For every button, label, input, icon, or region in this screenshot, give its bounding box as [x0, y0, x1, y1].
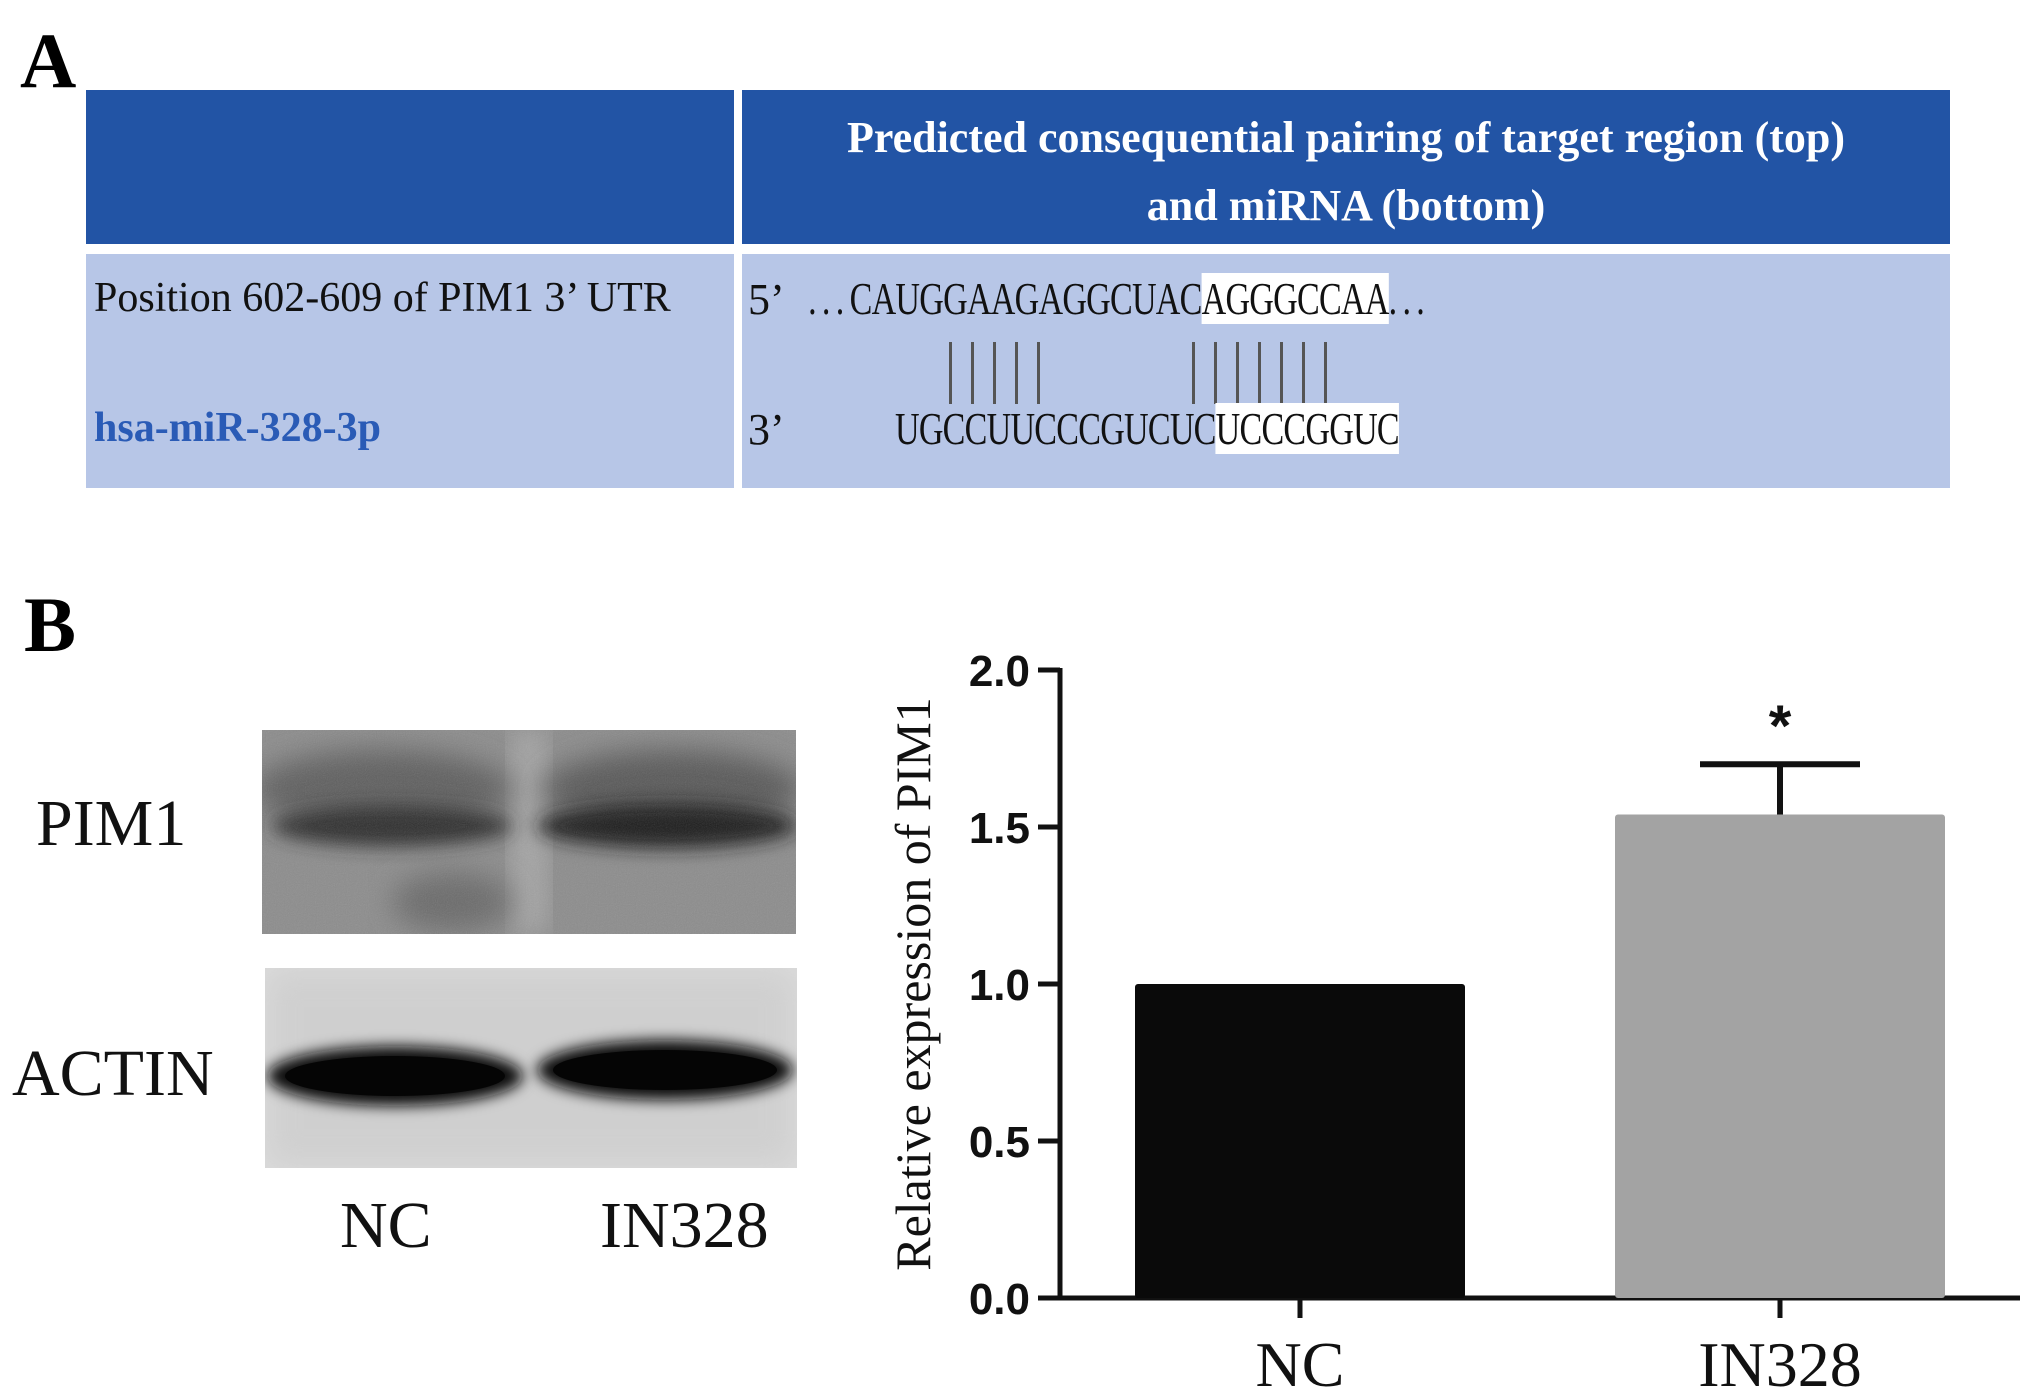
pairing-bar [971, 342, 974, 404]
blot-label-actin: ACTIN [12, 1037, 214, 1110]
table-header-right: Predicted consequential pairing of targe… [742, 90, 1950, 244]
pairing-table: Predicted consequential pairing of targe… [86, 90, 1950, 488]
y-tick-label: 1.5 [969, 804, 1030, 853]
header-line-2: and miRNA (bottom) [1146, 181, 1546, 230]
y-tick-label: 2.0 [969, 647, 1030, 696]
pairing-bars-left [949, 342, 1049, 404]
pairing-bar [1214, 342, 1217, 404]
pim1-blot-graphic [262, 730, 796, 934]
pairing-bar [949, 342, 952, 404]
table-header-text: Predicted consequential pairing of targe… [742, 104, 1950, 240]
mirna-sequence: UGCCUUCCCGUCUCUCCCGGUC [895, 402, 1400, 455]
pairing-bar [1037, 342, 1040, 404]
significance-marker: * [1769, 694, 1792, 759]
mirna-three-prime-end: 3’ [748, 405, 785, 454]
blot-lane-nc: NC [340, 1189, 432, 1262]
target-region-label: Position 602-609 of PIM1 3’ UTR [94, 275, 671, 321]
x-tick-label: NC [1256, 1329, 1345, 1395]
pairing-bar [1015, 342, 1018, 404]
y-tick-label: 0.0 [969, 1275, 1030, 1324]
target-sequence-lead: . . . [802, 273, 850, 324]
actin-blot-image [265, 968, 797, 1168]
pim1-expression-chart: 0.0 0.5 1.0 1.5 2.0 Relative expression of PI… [885, 647, 2020, 1395]
pairing-bar [1236, 342, 1239, 404]
target-sequence: . . . CAUGGAAGAGGCUACAGGGCCAA. . . [802, 272, 1425, 325]
mirna-seed-highlight: UCCCGGUC [1215, 403, 1400, 454]
table-body-left: Position 602-609 of PIM1 3’ UTR hsa-miR-… [86, 254, 734, 488]
panel-a-letter: A [20, 17, 77, 104]
mirna-sequence-plain: UGCCUUCCCGUCUC [895, 403, 1216, 454]
table-body-right: 5’ . . . CAUGGAAGAGGCUACAGGGCCAA. . . 3’… [742, 254, 1950, 488]
y-tick-label: 1.0 [969, 961, 1030, 1010]
target-five-prime-end: 5’ [748, 275, 785, 324]
pairing-bar [1192, 342, 1195, 404]
target-seed-highlight: AGGGCCAA [1201, 273, 1389, 324]
panel-b-letter: B [24, 581, 77, 668]
target-sequence-plain: CAUGGAAGAGGCUAC [849, 273, 1203, 324]
x-tick-label: IN328 [1698, 1329, 1862, 1395]
actin-blot-graphic [265, 968, 797, 1168]
mirna-label: hsa-miR-328-3p [94, 405, 382, 451]
pairing-bar [993, 342, 996, 404]
blot-lane-in328: IN328 [600, 1189, 769, 1262]
pim1-blot-image [262, 730, 796, 934]
pairing-bar [1258, 342, 1261, 404]
bar-in328 [1615, 814, 1945, 1298]
table-header-left [86, 90, 734, 244]
blot-label-pim1: PIM1 [36, 787, 187, 860]
pairing-bar [1280, 342, 1283, 404]
header-line-1: Predicted consequential pairing of targe… [846, 113, 1846, 162]
y-axis-label: Relative expression of PIM1 [885, 697, 941, 1271]
pairing-bars-seed [1192, 342, 1332, 404]
y-tick-label: 0.5 [969, 1118, 1030, 1167]
pairing-bar [1302, 342, 1305, 404]
bar-nc [1135, 984, 1465, 1298]
target-sequence-trail: . . . [1388, 273, 1425, 324]
pairing-bar [1324, 342, 1327, 404]
